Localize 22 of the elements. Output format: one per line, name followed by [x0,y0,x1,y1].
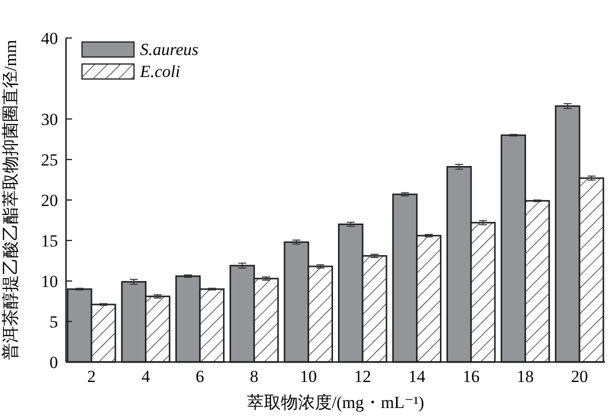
x-tick-label: 20 [571,367,588,386]
y-tick-label: 10 [41,272,58,291]
x-tick-label: 12 [354,367,372,386]
x-tick-label: 4 [141,367,150,386]
x-tick-label: 18 [516,367,534,386]
y-tick-label: 5 [50,312,58,332]
y-tick-label: 25 [41,150,58,170]
legend-label: S.aureus [140,40,199,59]
y-tick-label: 0 [50,352,58,372]
x-tick-label: 14 [408,367,426,386]
x-tick-label: 2 [87,367,96,386]
x-axis-title: 萃取物浓度/(mg・mL⁻¹) [246,393,424,412]
y-tick-label: 20 [41,190,58,210]
legend-label: E.coli [139,62,180,81]
y-tick-label: 40 [41,28,58,48]
x-tick-label: 6 [196,367,204,386]
x-tick-label: 8 [250,367,258,386]
x-tick-label: 16 [462,367,480,386]
y-tick-label: 30 [41,110,58,129]
x-tick-label: 10 [300,367,317,386]
y-tick-label: 15 [41,231,58,250]
y-axis-title: 普洱茶醇提乙酸乙酯萃取物抑菌圈直径/mm [1,40,20,360]
